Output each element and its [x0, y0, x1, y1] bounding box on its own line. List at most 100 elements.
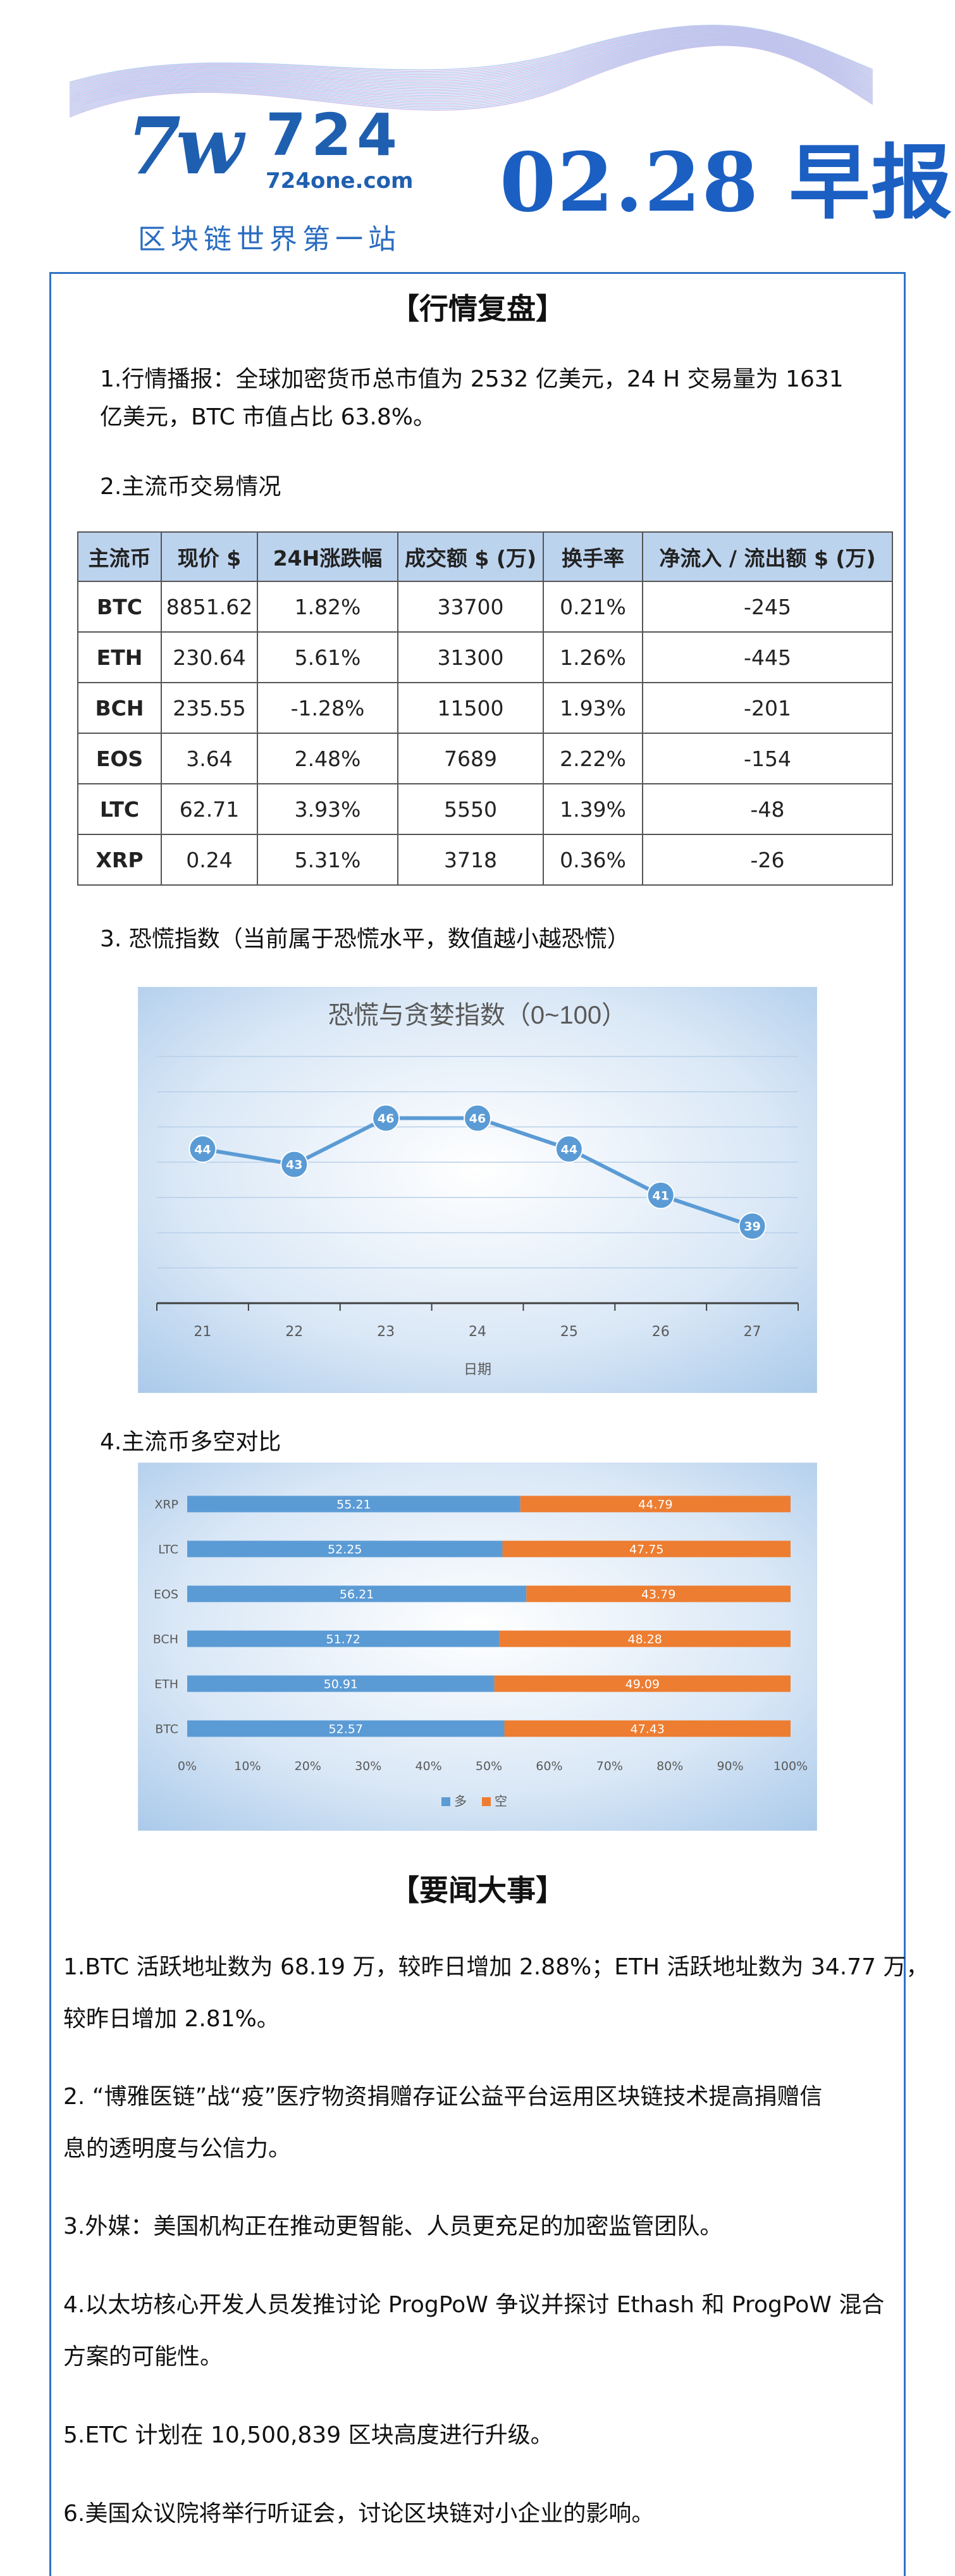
category-label: LTC: [158, 1543, 178, 1557]
fear-heading: 3. 恐慌指数（当前属于恐慌水平，数值越小越恐慌）: [100, 926, 630, 952]
bar-value-label: 43.79: [641, 1588, 675, 1602]
header-banner: 7w 724 724one.com 区块链世界第一站 02.28 早报: [0, 0, 955, 266]
data-point: [464, 1104, 491, 1132]
content-frame: [49, 272, 906, 2576]
x-tick-label: 25: [560, 1324, 578, 1340]
table-cell: 1.93%: [543, 682, 643, 734]
table-cell: 11500: [397, 682, 544, 734]
coin-cell: ETH: [77, 631, 162, 683]
wave-line: [69, 29, 873, 91]
col-header: 现价 $: [161, 531, 258, 582]
news-item: 2. “博雅医链”战“疫”医疗物资捐赠存证公益平台运用区块链技术提高捐赠信: [63, 2084, 823, 2110]
wave-line: [69, 37, 873, 105]
table-cell: 1.82%: [257, 581, 398, 633]
x-tick-label: 26: [652, 1324, 670, 1340]
table-row: ETH 230.64 5.61% 31300 1.26% -445: [77, 631, 893, 683]
legend-label: 空: [495, 1793, 507, 1809]
table-cell: -201: [642, 682, 893, 734]
news-item: 5.ETC 计划在 10,500,839 区块高度进行升级。: [63, 2422, 553, 2448]
long-bar: [187, 1495, 521, 1513]
table-cell: 5550: [397, 783, 544, 835]
data-point: [372, 1104, 400, 1132]
short-bar: [520, 1495, 791, 1513]
table-cell: 1.39%: [543, 783, 643, 835]
x-tick-label: 40%: [415, 1759, 441, 1773]
wave-line: [69, 39, 873, 108]
x-tick-label: 100%: [773, 1759, 808, 1773]
wave-line: [69, 40, 873, 109]
col-header: 成交额 $ (万): [397, 531, 544, 582]
table-cell: 8851.62: [161, 581, 258, 633]
market-section-title: 【行情复盘】: [390, 292, 565, 326]
wave-line: [69, 35, 873, 101]
news-item: 4.以太坊核心开发人员发推讨论 ProgPoW 争议并探讨 Ethash 和 P…: [63, 2292, 885, 2318]
table-cell: 1.26%: [543, 631, 643, 683]
news-item: 6.美国众议院将举行听证会，讨论区块链对小企业的影响。: [63, 2501, 655, 2527]
wave-line: [69, 44, 873, 118]
wave-line: [69, 32, 873, 97]
table-cell: -1.28%: [257, 682, 398, 734]
x-tick-label: 80%: [656, 1759, 683, 1773]
short-bar: [494, 1675, 791, 1692]
x-tick-label: 22: [285, 1324, 303, 1340]
x-tick-label: 21: [194, 1324, 211, 1340]
table-cell: 2.48%: [257, 733, 398, 784]
data-point: [646, 1181, 675, 1210]
table-cell: 62.71: [161, 783, 258, 835]
data-label: 44: [561, 1142, 577, 1156]
bar-value-label: 55.21: [336, 1498, 371, 1512]
table-cell: 7689: [397, 733, 544, 784]
wave-line: [69, 38, 873, 107]
data-label: 41: [652, 1189, 668, 1203]
bar-value-label: 56.21: [340, 1588, 374, 1602]
wave-line: [69, 34, 873, 100]
coin-cell: BCH: [77, 682, 162, 734]
table-cell: 0.21%: [543, 581, 643, 633]
table-cell: 0.24: [161, 834, 258, 886]
logo-mark: 7w: [126, 101, 243, 192]
market-table: 主流币 现价 $ 24H涨跌幅 成交额 $ (万) 换手率 净流入 / 流出额 …: [77, 531, 893, 886]
wave-line: [69, 27, 873, 87]
category-label: ETH: [154, 1678, 178, 1692]
wave-line: [69, 41, 873, 112]
news-item: 1.BTC 活跃地址数为 68.19 万，较昨日增加 2.88%；ETH 活跃地…: [63, 1954, 929, 1980]
wave-line: [69, 28, 873, 90]
data-label: 44: [194, 1142, 211, 1156]
wave-line: [69, 32, 873, 96]
fear-greed-svg: 恐慌与贪婪指数（0~100） 21 22 23 24 25 26 27 44 43 46 46 44…: [138, 987, 817, 1393]
x-tick-label: 30%: [355, 1759, 381, 1773]
data-label: 46: [378, 1112, 394, 1126]
short-bar: [499, 1630, 791, 1647]
news-item-continuation: 息的透明度与公信力。: [63, 2136, 292, 2162]
bar-value-label: 47.75: [629, 1543, 663, 1557]
long-short-svg: 55.21 44.79 52.25 47.75 56.21 43.79 51.72 48.28…: [138, 1463, 817, 1831]
wave-line: [69, 28, 873, 89]
data-point: [555, 1135, 583, 1163]
data-point: [188, 1135, 217, 1163]
long-short-heading: 4.主流币多空对比: [100, 1429, 281, 1455]
market-summary-line1: 1.行情播报：全球加密货币总市值为 2532 亿美元，24 H 交易量为 163…: [100, 366, 844, 392]
table-cell: 2.22%: [543, 733, 643, 784]
category-label: EOS: [154, 1588, 178, 1602]
x-tick-label: 0%: [178, 1759, 197, 1773]
table-cell: -245: [642, 581, 893, 633]
news-section-title: 【要闻大事】: [390, 1873, 565, 1907]
col-header: 净流入 / 流出额 $ (万): [642, 531, 893, 582]
wave-line: [69, 31, 873, 94]
coin-cell: XRP: [77, 834, 162, 886]
market-summary-line2: 亿美元，BTC 市值占比 63.8%。: [100, 404, 436, 430]
data-point: [280, 1150, 309, 1179]
wave-decoration: [69, 25, 873, 118]
table-cell: -445: [642, 631, 893, 683]
legend-swatch: [482, 1797, 491, 1806]
logo-url: 724one.com: [266, 168, 414, 194]
table-cell: -26: [642, 834, 893, 886]
table-row: BCH 235.55 -1.28% 11500 1.93% -201: [77, 682, 893, 734]
data-point: [738, 1212, 767, 1241]
legend-label: 多: [454, 1793, 467, 1809]
coin-cell: BTC: [77, 581, 162, 633]
wave-line: [69, 36, 873, 102]
col-header: 24H涨跌幅: [257, 531, 398, 582]
coin-cell: LTC: [77, 783, 162, 835]
long-bar: [187, 1675, 495, 1692]
